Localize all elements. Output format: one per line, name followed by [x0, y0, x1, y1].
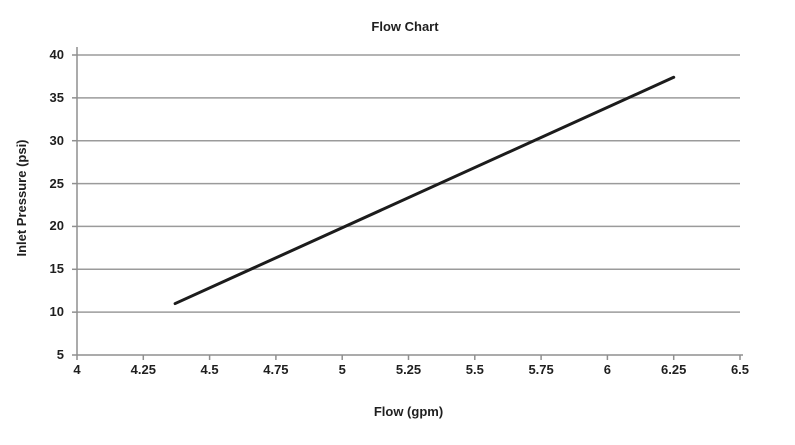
- x-tick-label: 6.25: [661, 362, 687, 377]
- x-tick-label: 5: [338, 362, 346, 377]
- x-tick-label: 4.5: [200, 362, 219, 377]
- x-tick-label: 6.5: [730, 362, 750, 377]
- series-line: [173, 75, 676, 306]
- y-tick-label: 40: [49, 47, 64, 62]
- x-tick-label: 4: [73, 362, 81, 377]
- chart-title: Flow Chart: [371, 19, 439, 34]
- y-tick-label: 25: [49, 175, 64, 191]
- y-tick-label: 35: [49, 89, 64, 105]
- x-tick-label: 4.25: [130, 362, 156, 377]
- x-tick-label: 6: [603, 362, 611, 377]
- x-axis-title: Flow (gpm): [373, 404, 444, 419]
- x-tick-label: 4.75: [263, 362, 289, 377]
- y-tick-label: 15: [49, 261, 64, 277]
- y-tick-label: 10: [49, 304, 64, 320]
- y-tick-label: 20: [49, 218, 64, 234]
- x-tick-label: 5.25: [395, 362, 422, 377]
- y-tick-label: 5: [56, 347, 64, 362]
- y-tick-label: 30: [49, 132, 64, 148]
- x-tick-label: 5.5: [465, 362, 484, 377]
- x-tick-label: 5.75: [528, 362, 554, 377]
